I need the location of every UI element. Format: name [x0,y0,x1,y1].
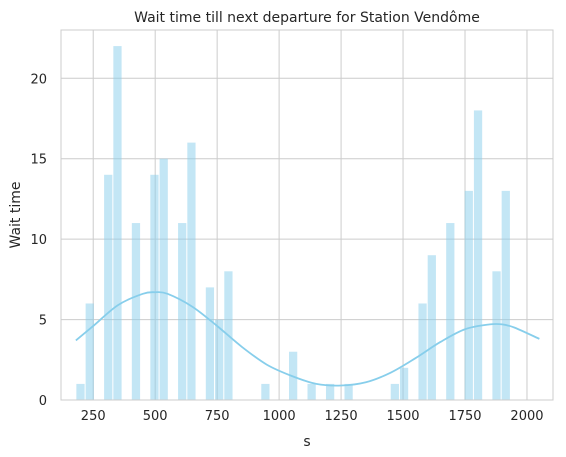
x-tick-label: 1500 [386,409,419,424]
x-tick-label: 1750 [448,409,481,424]
x-tick-label: 2000 [510,409,543,424]
x-tick-label: 500 [143,409,168,424]
histogram-bar [473,110,483,400]
histogram-bar [205,287,215,400]
bar-layer [76,46,510,401]
histogram-bar [399,367,409,400]
y-tick-label: 5 [39,314,47,329]
x-tick-label: 750 [205,409,230,424]
x-axis-label: s [303,434,310,450]
histogram-bar [104,174,113,400]
histogram-bar [390,383,399,400]
histogram-bar [464,190,473,400]
histogram-bar [492,271,501,400]
histogram-bar [131,223,141,400]
chart-title: Wait time till next departure for Statio… [134,10,480,26]
kde-curve [75,291,540,387]
histogram-bar [150,174,159,400]
y-tick-label: 0 [39,394,47,409]
x-tick-label: 1250 [325,409,358,424]
histogram-bar [325,383,335,400]
histogram-bar [307,383,316,400]
y-tick-label: 15 [30,153,47,168]
x-tick-labels: 250 500 750 1000 1250 1500 1750 2000 [81,409,544,424]
histogram-bar [501,190,510,400]
y-tick-labels: 0 5 10 15 20 [30,72,47,409]
y-tick-label: 20 [30,72,47,87]
histogram-bar [76,383,85,400]
histogram-bar [261,383,270,400]
plot-frame [60,29,554,401]
y-tick-label: 10 [30,233,47,248]
histogram-bar [85,303,94,400]
histogram-bar [446,223,455,400]
x-tick-label: 1000 [263,409,296,424]
y-axis-label: Wait time [8,182,24,249]
histogram-bar [178,223,187,400]
kde-curve-layer [75,291,540,387]
histogram-bar [159,158,168,400]
histogram-bar [427,255,436,400]
x-tick-label: 250 [81,409,106,424]
histogram-bar [215,319,224,400]
histogram-bar [418,303,427,400]
histogram-bar [187,142,196,400]
histogram-bar [113,46,122,401]
histogram-bar [344,383,353,400]
